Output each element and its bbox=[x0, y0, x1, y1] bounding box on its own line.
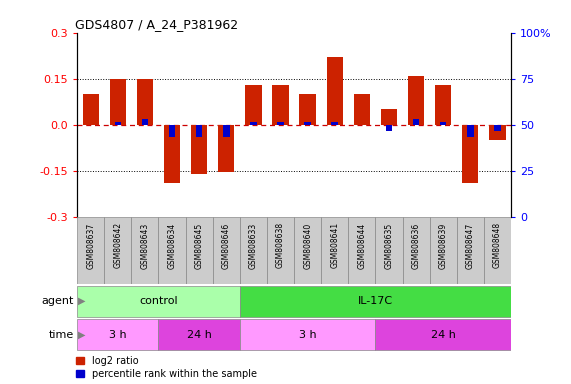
Bar bbox=[115, 122, 121, 125]
Text: GSM808647: GSM808647 bbox=[466, 222, 475, 268]
Text: 3 h: 3 h bbox=[109, 329, 127, 340]
Text: 3 h: 3 h bbox=[299, 329, 316, 340]
Bar bbox=[300, 94, 316, 125]
Bar bbox=[77, 319, 159, 350]
Bar bbox=[348, 217, 376, 284]
Bar bbox=[142, 119, 148, 125]
Bar bbox=[186, 217, 213, 284]
Text: ▶: ▶ bbox=[78, 329, 86, 340]
Bar bbox=[196, 125, 202, 137]
Text: GSM808637: GSM808637 bbox=[86, 222, 95, 268]
Bar bbox=[159, 319, 240, 350]
Bar bbox=[413, 119, 419, 125]
Bar bbox=[494, 125, 501, 131]
Bar bbox=[191, 125, 207, 174]
Bar bbox=[403, 217, 430, 284]
Bar bbox=[240, 217, 267, 284]
Bar bbox=[240, 286, 511, 317]
Bar bbox=[77, 217, 104, 284]
Text: time: time bbox=[49, 329, 74, 340]
Bar bbox=[164, 125, 180, 183]
Bar bbox=[278, 122, 284, 125]
Text: IL-17C: IL-17C bbox=[358, 296, 393, 306]
Bar bbox=[440, 122, 447, 125]
Bar bbox=[240, 319, 376, 350]
Bar bbox=[137, 79, 153, 125]
Text: control: control bbox=[139, 296, 178, 306]
Text: GSM808645: GSM808645 bbox=[195, 222, 204, 268]
Bar bbox=[218, 125, 234, 172]
Bar bbox=[321, 217, 348, 284]
Text: GSM808636: GSM808636 bbox=[412, 222, 421, 268]
Text: GSM808648: GSM808648 bbox=[493, 222, 502, 268]
Text: GSM808644: GSM808644 bbox=[357, 222, 367, 268]
Bar bbox=[408, 76, 424, 125]
Bar bbox=[484, 217, 511, 284]
Text: GSM808640: GSM808640 bbox=[303, 222, 312, 268]
Bar bbox=[467, 125, 473, 137]
Text: GSM808633: GSM808633 bbox=[249, 222, 258, 268]
Bar bbox=[354, 94, 370, 125]
Bar bbox=[83, 94, 99, 125]
Bar bbox=[304, 122, 311, 125]
Text: GSM808638: GSM808638 bbox=[276, 222, 285, 268]
Bar bbox=[294, 217, 321, 284]
Text: ▶: ▶ bbox=[78, 296, 86, 306]
Text: GSM808643: GSM808643 bbox=[140, 222, 150, 268]
Bar bbox=[463, 125, 478, 183]
Bar bbox=[386, 125, 392, 131]
Bar bbox=[159, 217, 186, 284]
Bar bbox=[489, 125, 506, 140]
Text: GSM808634: GSM808634 bbox=[167, 222, 176, 268]
Bar bbox=[104, 217, 131, 284]
Bar bbox=[376, 319, 511, 350]
Bar bbox=[457, 217, 484, 284]
Bar bbox=[332, 122, 338, 125]
Text: GSM808642: GSM808642 bbox=[113, 222, 122, 268]
Text: GSM808639: GSM808639 bbox=[439, 222, 448, 268]
Bar bbox=[250, 122, 256, 125]
Bar bbox=[267, 217, 294, 284]
Bar bbox=[272, 85, 289, 125]
Text: GSM808641: GSM808641 bbox=[330, 222, 339, 268]
Text: GSM808635: GSM808635 bbox=[384, 222, 393, 268]
Text: GDS4807 / A_24_P381962: GDS4807 / A_24_P381962 bbox=[75, 18, 238, 31]
Bar bbox=[327, 57, 343, 125]
Bar bbox=[430, 217, 457, 284]
Bar bbox=[435, 85, 452, 125]
Bar bbox=[131, 217, 159, 284]
Bar bbox=[213, 217, 240, 284]
Bar bbox=[246, 85, 262, 125]
Text: agent: agent bbox=[42, 296, 74, 306]
Bar bbox=[169, 125, 175, 137]
Bar bbox=[77, 286, 240, 317]
Text: GSM808646: GSM808646 bbox=[222, 222, 231, 268]
Text: 24 h: 24 h bbox=[431, 329, 456, 340]
Bar bbox=[223, 125, 230, 137]
Bar bbox=[110, 79, 126, 125]
Legend: log2 ratio, percentile rank within the sample: log2 ratio, percentile rank within the s… bbox=[77, 356, 257, 379]
Bar bbox=[376, 217, 403, 284]
Text: 24 h: 24 h bbox=[187, 329, 212, 340]
Bar bbox=[381, 109, 397, 125]
